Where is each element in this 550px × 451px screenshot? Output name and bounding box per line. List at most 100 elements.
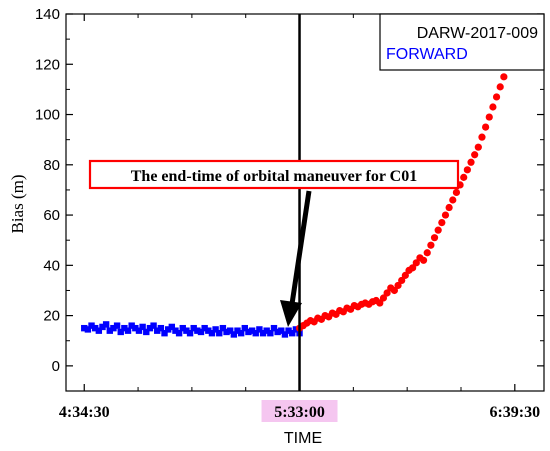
data-point-post-maneuver: [492, 93, 501, 101]
data-point-post-maneuver: [500, 73, 508, 81]
data-point-post-maneuver: [482, 123, 490, 131]
data-point-forward: [285, 327, 292, 334]
annotation-box: [88, 159, 460, 190]
data-point-post-maneuver: [496, 83, 504, 91]
legend: DARW-2017-009 FORWARD: [379, 13, 545, 71]
data-point-post-maneuver: [485, 113, 493, 121]
data-point-forward: [197, 328, 205, 336]
y-tick-label: 120: [35, 56, 60, 73]
data-point-forward: [124, 327, 132, 334]
data-point-forward: [237, 329, 245, 337]
y-axis-title: Bias (m): [8, 174, 27, 233]
data-point-forward: [128, 322, 135, 329]
data-point-forward: [194, 327, 201, 334]
data-point-post-maneuver: [471, 151, 479, 159]
data-point-post-maneuver: [423, 249, 431, 257]
data-point-post-maneuver: [394, 281, 402, 290]
data-point-forward: [150, 322, 157, 329]
data-point-forward: [219, 324, 227, 332]
data-point-forward: [121, 324, 128, 332]
data-point-post-maneuver: [390, 286, 398, 295]
data-point-forward: [267, 329, 274, 337]
plot-frame: [65, 13, 545, 392]
data-point-post-maneuver: [409, 264, 417, 272]
data-point-forward: [106, 327, 113, 334]
data-point-forward: [88, 322, 95, 329]
data-point-forward: [259, 329, 267, 337]
data-point-forward: [205, 327, 212, 334]
x-tick-label: 4:34:30: [59, 404, 110, 421]
data-point-forward: [248, 327, 256, 334]
data-point-forward: [263, 327, 270, 334]
data-point-forward: [84, 326, 92, 333]
data-point-forward: [241, 324, 248, 332]
data-point-forward: [226, 327, 234, 334]
y-tick-label: 0: [52, 358, 60, 375]
data-point-forward: [186, 329, 194, 337]
data-point-forward: [168, 323, 176, 331]
y-tick-label: 60: [43, 207, 60, 224]
data-point-post-maneuver: [434, 226, 442, 234]
data-point-forward: [164, 326, 172, 333]
data-point-forward: [102, 321, 110, 328]
data-point-forward: [208, 329, 216, 337]
data-point-forward: [117, 328, 124, 336]
data-point-post-maneuver: [449, 196, 457, 204]
data-point-forward: [183, 327, 190, 334]
data-point-forward: [161, 329, 168, 337]
data-point-post-maneuver: [430, 234, 439, 242]
data-point-post-maneuver: [463, 166, 471, 174]
data-point-forward: [175, 329, 183, 337]
data-point-post-maneuver: [383, 289, 391, 297]
data-point-forward: [216, 329, 223, 337]
x-axis-ticks: 4:34:30 5:33:00 6:39:30: [59, 14, 540, 422]
data-point-forward: [154, 327, 161, 334]
annotation: The end-time of orbital maneuver for C01: [88, 159, 460, 190]
data-point-forward: [135, 327, 143, 334]
forward-series: [81, 321, 303, 338]
post-maneuver-series: [295, 58, 515, 332]
data-point-forward: [81, 324, 88, 332]
data-point-post-maneuver: [398, 276, 406, 285]
legend-entry-station: DARW-2017-009: [417, 25, 538, 42]
data-point-post-maneuver: [460, 173, 468, 181]
highlight-tick-bg: [261, 400, 338, 422]
data-point-post-maneuver: [478, 133, 486, 141]
data-point-post-maneuver: [445, 203, 453, 212]
y-axis-ticks: 0 20 40 60 80 100 120 140: [35, 6, 544, 375]
data-point-post-maneuver: [474, 143, 482, 151]
data-point-forward: [256, 326, 263, 333]
data-point-forward: [245, 328, 252, 336]
data-point-forward: [143, 328, 150, 336]
data-point-post-maneuver: [489, 103, 497, 111]
data-point-post-maneuver: [419, 256, 428, 264]
data-point-forward: [179, 324, 186, 332]
data-point-forward: [139, 323, 146, 331]
data-point-forward: [292, 326, 300, 333]
data-point-forward: [113, 322, 121, 329]
data-point-forward: [278, 327, 285, 334]
data-point-forward: [190, 324, 197, 332]
legend-box: [379, 13, 545, 71]
y-tick-label: 80: [43, 157, 60, 174]
data-point-post-maneuver: [467, 158, 475, 166]
data-point-forward: [281, 331, 289, 338]
data-point-forward: [91, 324, 99, 332]
x-tick-label: 6:39:30: [489, 404, 540, 421]
data-point-post-maneuver: [376, 299, 384, 307]
data-point-forward: [172, 327, 179, 334]
annotation-text: The end-time of orbital maneuver for C01: [131, 168, 417, 185]
annotation-arrow: [280, 190, 312, 327]
x-tick-label-highlight: 5:33:00: [274, 404, 325, 421]
data-point-forward: [270, 324, 278, 332]
legend-entry-forward: FORWARD: [386, 46, 468, 63]
data-point-forward: [230, 331, 238, 338]
data-point-forward: [99, 323, 106, 331]
data-point-forward: [212, 326, 219, 333]
y-tick-label: 40: [43, 257, 60, 274]
data-point-forward: [234, 327, 241, 334]
data-point-forward: [110, 324, 117, 332]
data-point-post-maneuver: [427, 241, 435, 249]
y-tick-label: 20: [43, 308, 60, 325]
data-point-forward: [132, 324, 139, 332]
